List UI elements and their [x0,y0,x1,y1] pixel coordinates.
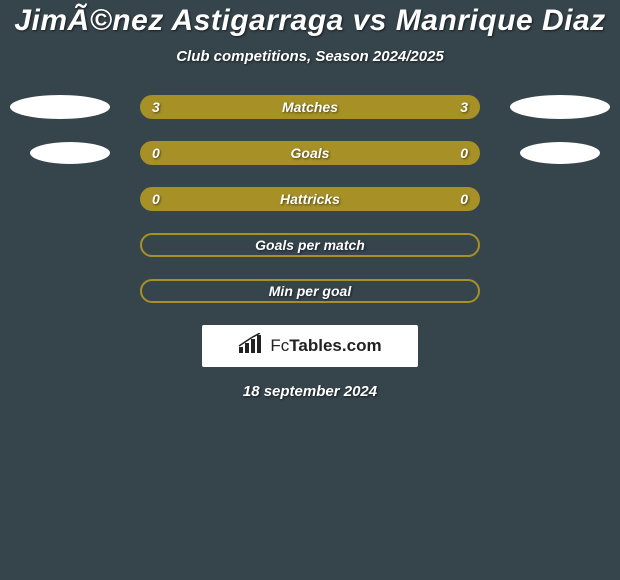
left-ellipse-icon [30,142,110,164]
stat-row-goals: 0 Goals 0 [0,141,620,165]
stat-label: Goals [291,145,330,161]
stat-bar: 0 Hattricks 0 [140,187,480,211]
stat-value-right: 0 [460,191,468,207]
page-title: JimÃ©nez Astigarraga vs Manrique Diaz [0,4,620,38]
stat-bar: 0 Goals 0 [140,141,480,165]
stat-bar: 3 Matches 3 [140,95,480,119]
stat-row-min-per-goal: Min per goal [0,279,620,303]
bar-chart-icon [238,333,264,360]
right-ellipse-icon [520,142,600,164]
stat-bar: Goals per match [140,233,480,257]
stat-value-left: 0 [152,145,160,161]
right-ellipse-icon [510,95,610,119]
left-ellipse-icon [10,95,110,119]
brand-text-rest: Tables.com [289,336,381,355]
page-subtitle: Club competitions, Season 2024/2025 [0,48,620,65]
stat-label: Min per goal [269,283,351,299]
stat-value-right: 0 [460,145,468,161]
stat-label: Hattricks [280,191,340,207]
brand-text-fc: Fc [270,336,289,355]
stat-value-right: 3 [460,99,468,115]
stat-row-goals-per-match: Goals per match [0,233,620,257]
date-text: 18 september 2024 [0,383,620,400]
stat-value-left: 0 [152,191,160,207]
brand-text: FcTables.com [270,336,381,356]
stat-row-hattricks: 0 Hattricks 0 [0,187,620,211]
stat-value-left: 3 [152,99,160,115]
stat-row-matches: 3 Matches 3 [0,95,620,119]
stat-label: Goals per match [255,237,365,253]
stat-bar: Min per goal [140,279,480,303]
brand-badge[interactable]: FcTables.com [202,325,418,367]
stat-rows: 3 Matches 3 0 Goals 0 0 Hattricks 0 Goal… [0,95,620,303]
stat-label: Matches [282,99,338,115]
